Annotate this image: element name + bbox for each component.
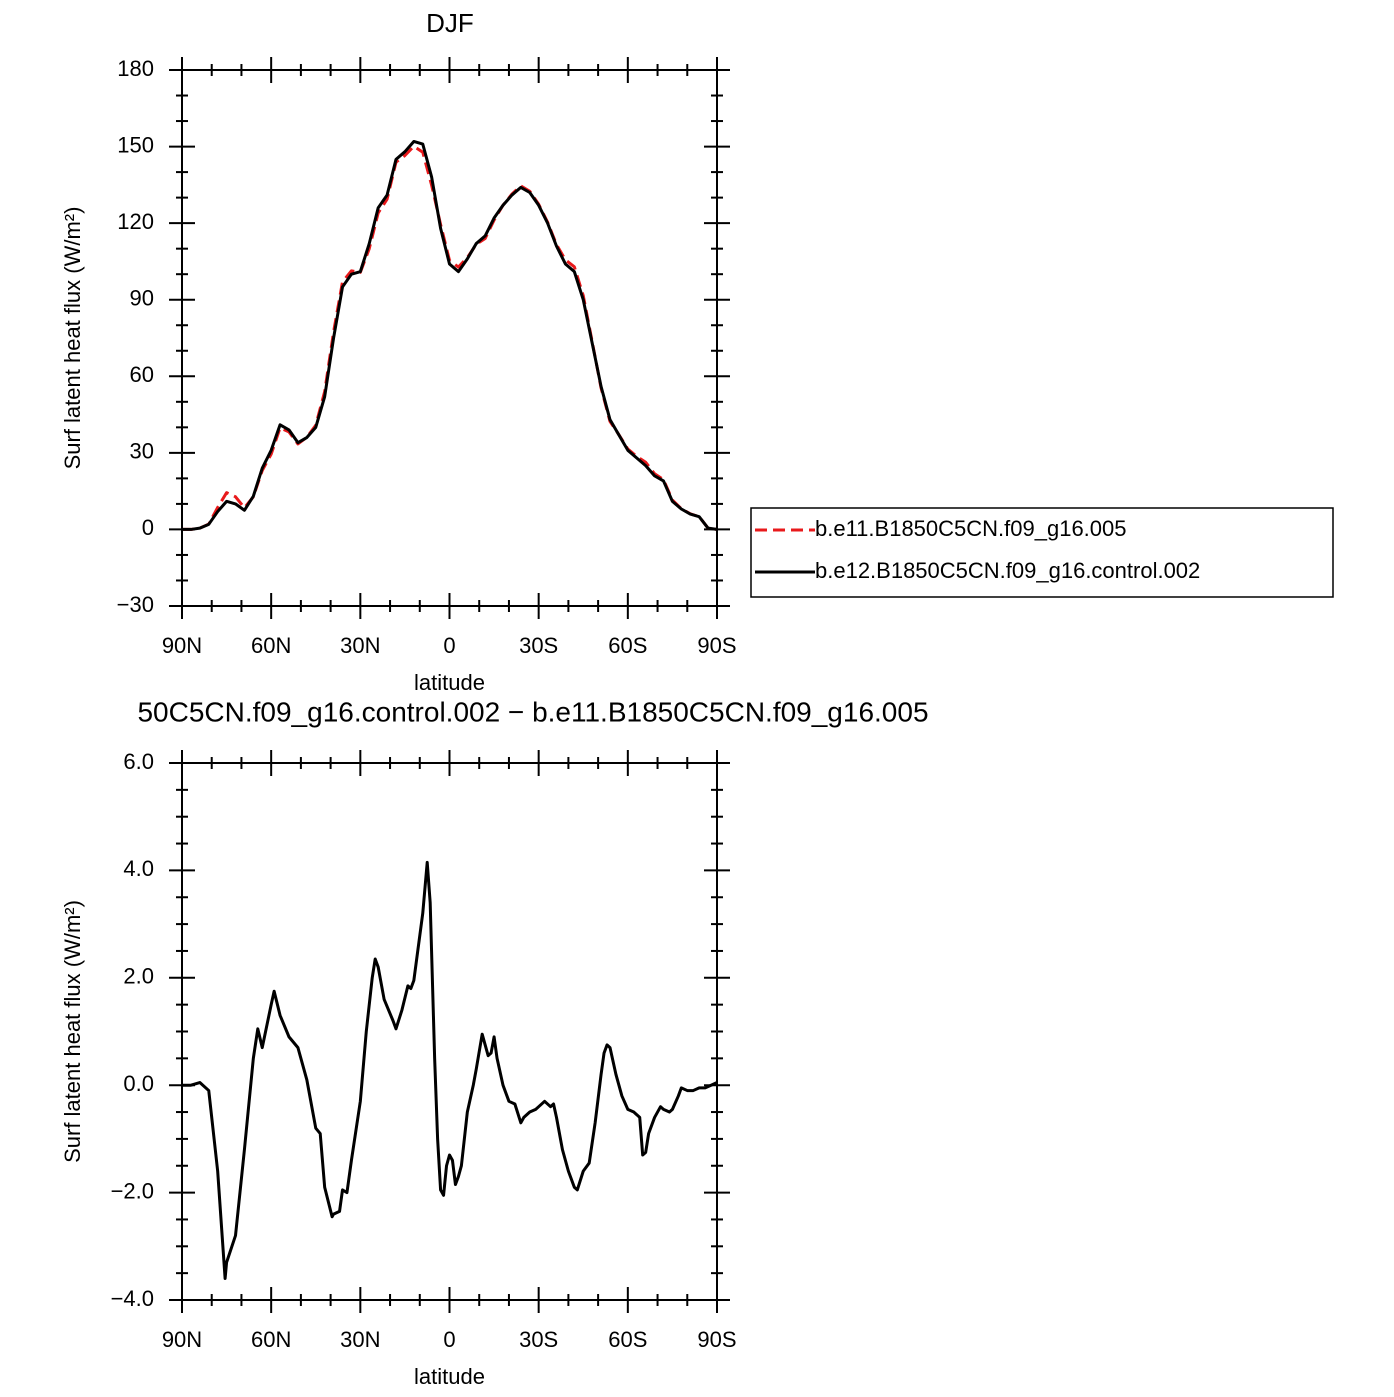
y-tick-label: 150 [117, 132, 154, 157]
legend-box [750, 507, 1334, 598]
data-line [182, 139, 717, 531]
y-tick-label: −30 [117, 592, 154, 617]
legend-label: b.e12.B1850C5CN.f09_g16.control.002 [815, 558, 1200, 583]
y-tick-label: 180 [117, 56, 154, 81]
y-tick-label: 120 [117, 209, 154, 234]
y-tick-label: 30 [130, 439, 154, 464]
chart-title: 50C5CN.f09_g16.control.002 − b.e11.B1850… [137, 696, 928, 727]
x-tick-label: 60S [608, 633, 647, 658]
plot-frame [181, 69, 718, 607]
x-tick-label: 90N [162, 633, 202, 658]
x-tick-label: 0 [443, 633, 455, 658]
x-tick-label: 30S [519, 633, 558, 658]
x-tick-label: 30N [340, 633, 380, 658]
x-tick-label: 60S [608, 1327, 647, 1352]
x-tick-label: 60N [251, 633, 291, 658]
y-axis-label: Surf latent heat flux (W/m²) [60, 207, 85, 470]
x-tick-label: 90S [697, 633, 736, 658]
y-tick-label: −4.0 [111, 1286, 154, 1311]
y-tick-label: −2.0 [111, 1178, 154, 1203]
y-tick-label: 90 [130, 286, 154, 311]
chart-title: DJF [426, 8, 474, 38]
y-tick-label: 0 [142, 515, 154, 540]
y-axis-label: Surf latent heat flux (W/m²) [60, 900, 85, 1163]
x-tick-label: 60N [251, 1327, 291, 1352]
x-axis-label: latitude [414, 1364, 485, 1389]
x-tick-label: 0 [443, 1327, 455, 1352]
x-tick-label: 90S [697, 1327, 736, 1352]
x-tick-label: 30S [519, 1327, 558, 1352]
y-tick-label: 0.0 [123, 1071, 154, 1096]
data-line [182, 860, 717, 1281]
x-axis-label: latitude [414, 670, 485, 695]
legend-label: b.e11.B1850C5CN.f09_g16.005 [815, 516, 1127, 541]
y-tick-label: 2.0 [123, 964, 154, 989]
y-tick-label: 4.0 [123, 856, 154, 881]
y-tick-label: 6.0 [123, 749, 154, 774]
plot-frame [181, 762, 718, 1301]
y-tick-label: 60 [130, 362, 154, 387]
x-tick-label: 30N [340, 1327, 380, 1352]
x-tick-label: 90N [162, 1327, 202, 1352]
